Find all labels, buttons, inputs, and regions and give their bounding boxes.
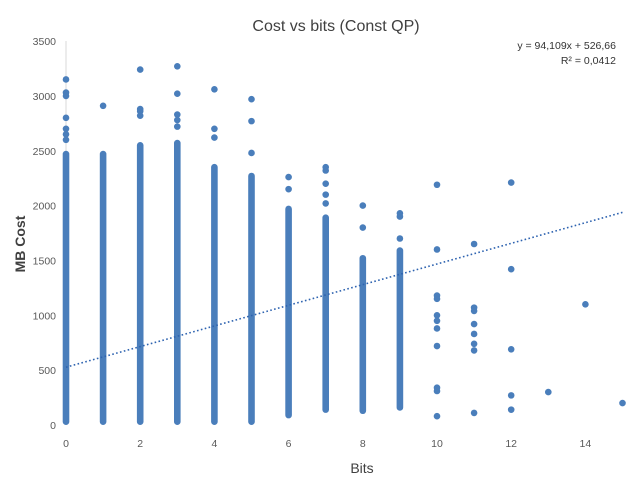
- y-tick-label: 3500: [33, 36, 57, 48]
- data-point: [396, 235, 404, 242]
- data-point: [470, 320, 478, 328]
- data-point: [507, 265, 515, 273]
- x-tick-labels: 0 2 4 6 8 10 12 14: [63, 438, 591, 450]
- y-axis-title: MB Cost: [12, 215, 28, 272]
- data-point: [507, 406, 515, 413]
- data-point: [433, 412, 441, 420]
- data-point: [174, 90, 181, 98]
- data-point: [62, 136, 70, 144]
- data-point: [507, 179, 515, 186]
- x-tick-label: 4: [211, 438, 217, 450]
- data-point: [248, 117, 255, 125]
- data-point: [62, 114, 70, 122]
- data-point: [433, 325, 441, 332]
- x-axis-title: Bits: [350, 460, 373, 476]
- data-point: [470, 347, 478, 354]
- data-point: [211, 125, 218, 133]
- data-point: [211, 86, 218, 93]
- x-tick-label: 2: [137, 438, 143, 450]
- y-tick-labels: 0 500 1000 1500 2000 2500 3000 3500: [33, 36, 57, 432]
- data-point: [248, 149, 255, 157]
- data-point: [433, 181, 441, 189]
- y-tick-label: 2500: [33, 146, 57, 158]
- data-point: [285, 185, 292, 193]
- data-point: [470, 304, 478, 311]
- point-column: [211, 163, 218, 425]
- data-point: [359, 202, 367, 209]
- data-point: [507, 392, 515, 399]
- y-tick-label: 0: [50, 420, 56, 432]
- data-point: [62, 125, 70, 133]
- x-tick-label: 6: [286, 438, 292, 450]
- data-point: [507, 346, 515, 353]
- data-point: [62, 130, 70, 138]
- point-column: [359, 254, 367, 415]
- x-tick-label: 10: [431, 438, 443, 450]
- point-column: [62, 150, 70, 425]
- data-point: [248, 95, 255, 103]
- data-point: [470, 409, 478, 417]
- chart-title: Cost vs bits (Const QP): [252, 18, 419, 35]
- data-point: [433, 317, 441, 325]
- data-point: [62, 89, 70, 96]
- x-tick-label: 8: [360, 438, 366, 450]
- data-point: [470, 240, 478, 248]
- data-point: [285, 173, 292, 181]
- data-point: [174, 123, 181, 130]
- data-point: [396, 209, 404, 217]
- y-tick-label: 500: [38, 365, 56, 377]
- y-tick-label: 1000: [33, 310, 57, 322]
- data-point: [619, 399, 626, 407]
- trendline-line: [65, 211, 623, 368]
- point-column: [285, 205, 292, 419]
- data-point: [322, 200, 330, 207]
- point-column: [136, 141, 144, 425]
- data-point: [99, 102, 107, 110]
- data-point: [174, 62, 181, 70]
- data-point: [136, 105, 144, 113]
- x-tick-label: 14: [580, 438, 592, 450]
- data-point: [322, 191, 330, 198]
- x-tick-label: 12: [505, 438, 517, 450]
- x-tick-label: 0: [63, 438, 69, 450]
- data-point: [211, 134, 218, 141]
- data-point: [322, 180, 330, 187]
- data-point: [545, 388, 552, 396]
- point-column: [248, 172, 255, 425]
- data-points: [62, 62, 626, 425]
- y-tick-label: 3000: [33, 91, 57, 103]
- data-point: [582, 301, 589, 308]
- point-column: [322, 214, 329, 413]
- data-point: [433, 384, 441, 392]
- data-point: [433, 342, 441, 350]
- data-point: [174, 111, 181, 118]
- data-point: [359, 224, 367, 231]
- point-column: [396, 247, 404, 411]
- y-tick-label: 1500: [33, 255, 57, 267]
- data-point: [174, 116, 181, 124]
- y-tick-label: 2000: [33, 201, 57, 213]
- data-point: [470, 330, 478, 338]
- data-point: [62, 76, 70, 83]
- data-point: [136, 66, 144, 73]
- data-point: [433, 292, 441, 299]
- point-column: [99, 150, 107, 425]
- data-point: [470, 340, 478, 348]
- data-point: [433, 246, 441, 253]
- data-point: [322, 163, 330, 171]
- data-point: [433, 312, 441, 319]
- trendline-equation: y = 94,109x + 526,66: [517, 40, 616, 52]
- point-column: [174, 139, 181, 425]
- trendline: [65, 211, 623, 368]
- trendline-r2: R² = 0,0412: [561, 55, 616, 67]
